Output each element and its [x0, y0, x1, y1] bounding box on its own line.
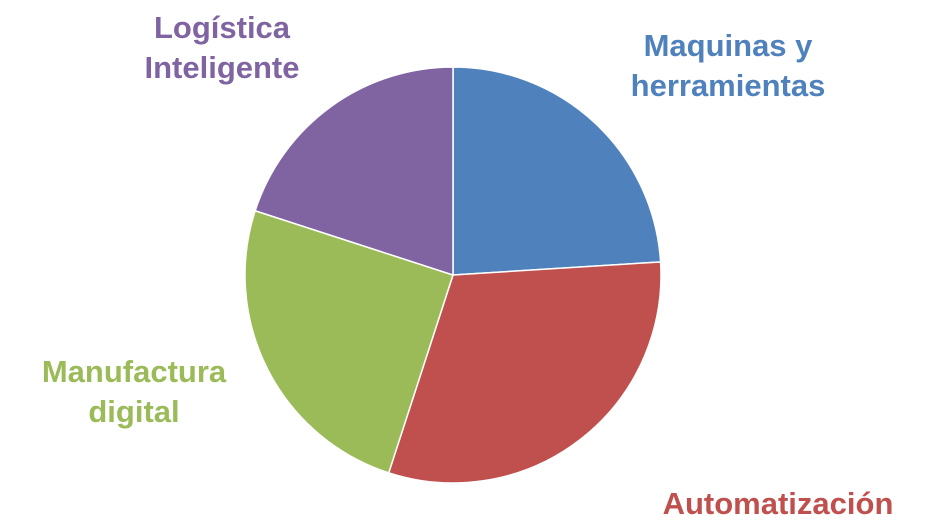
slice-label: Manufactura digital	[41, 354, 227, 429]
pie-slice	[387, 261, 662, 484]
slice-label: Logística Inteligente	[144, 10, 300, 85]
slice-label: Maquinas y herramientas	[630, 28, 826, 103]
slice-label: Automatización	[662, 486, 894, 521]
pie-slice	[452, 66, 662, 276]
pie-slice	[254, 66, 454, 277]
pie-slice	[244, 209, 454, 474]
